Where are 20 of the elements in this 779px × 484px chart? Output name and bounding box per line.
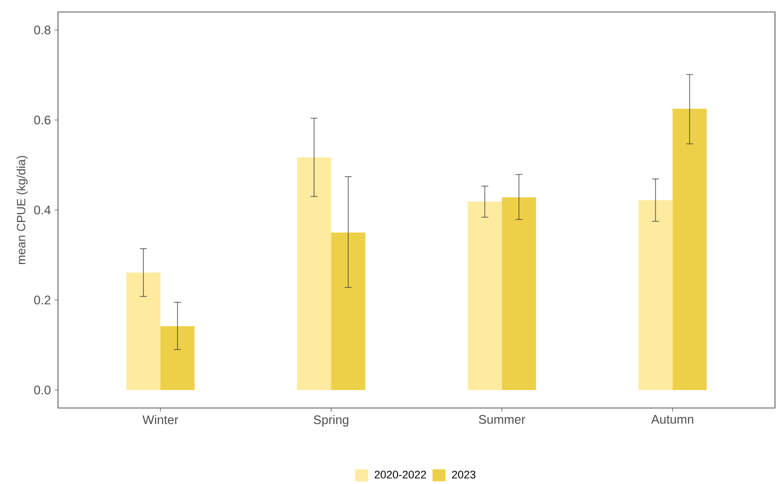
y-tick-label: 0.4 xyxy=(34,206,51,214)
y-tick-label: 0.2 xyxy=(34,296,50,304)
bar xyxy=(672,108,707,390)
legend-label: 2023 xyxy=(452,470,476,479)
x-tick-label: Winter xyxy=(142,415,178,424)
y-tick-label: 0.6 xyxy=(34,116,50,124)
bar xyxy=(297,157,332,390)
bar xyxy=(160,326,195,390)
x-tick-label: Spring xyxy=(314,415,348,427)
y-axis-title: mean CPUE (kg/dia) xyxy=(16,156,28,264)
x-tick-label: Autumn xyxy=(651,415,694,424)
bar xyxy=(331,232,366,390)
bar xyxy=(468,201,502,390)
y-tick-label: 0.8 xyxy=(34,26,50,34)
bar xyxy=(638,200,673,390)
y-tick-label: 0.0 xyxy=(34,386,50,394)
bar xyxy=(126,272,160,390)
bar xyxy=(502,197,536,390)
x-tick-label: Summer xyxy=(478,415,526,424)
legend-label: 2020-2022 xyxy=(374,470,426,479)
